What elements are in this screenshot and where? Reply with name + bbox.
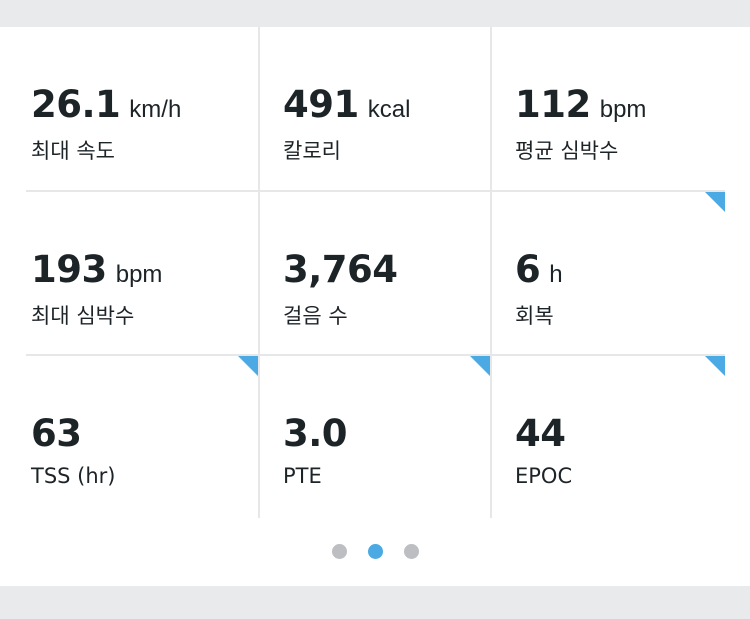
metric-unit: bpm [599,96,647,123]
metric-label: 평균 심박수 [515,139,619,163]
stats-card: 26.1 km/h 최대 속도 491 kcal 칼로리 112 bpm 평균 … [0,27,750,586]
metric-pte[interactable]: 3.0 PTE [260,356,490,518]
metric-unit: kcal [367,96,411,123]
grid-divider-vertical [258,27,260,518]
info-corner-icon [705,356,725,376]
metric-tss[interactable]: 63 TSS (hr) [0,356,258,518]
metric-calories[interactable]: 491 kcal 칼로리 [260,27,490,190]
metric-label: TSS (hr) [31,464,116,488]
grid-divider-horizontal [26,354,725,356]
info-corner-icon [238,356,258,376]
metric-value: 3.0 [283,412,348,455]
metric-avg-heart-rate[interactable]: 112 bpm 평균 심박수 [492,27,725,190]
metric-value: 6 [515,248,541,291]
page-dot-1[interactable] [332,544,347,559]
grid-divider-horizontal [26,190,725,192]
metric-max-speed[interactable]: 26.1 km/h 최대 속도 [0,27,258,190]
grid-divider-vertical [490,27,492,518]
metric-steps[interactable]: 3,764 걸음 수 [260,192,490,354]
metric-label: 회복 [515,304,554,328]
page-indicator [0,544,750,562]
metric-value: 112 [515,83,591,126]
metric-epoc[interactable]: 44 EPOC [492,356,725,518]
info-corner-icon [705,192,725,212]
metric-label: 최대 속도 [31,139,115,163]
info-corner-icon [470,356,490,376]
metric-max-heart-rate[interactable]: 193 bpm 최대 심박수 [0,192,258,354]
metric-recovery[interactable]: 6 h 회복 [492,192,725,354]
metric-value: 44 [515,412,566,455]
metric-label: 칼로리 [283,139,341,163]
metric-value: 193 [31,248,107,291]
metric-value: 3,764 [283,248,398,291]
metric-value: 491 [283,83,359,126]
metric-label: PTE [283,464,322,488]
metrics-grid: 26.1 km/h 최대 속도 491 kcal 칼로리 112 bpm 평균 … [0,27,750,518]
page-dot-2-active[interactable] [368,544,383,559]
metric-label: 최대 심박수 [31,304,135,328]
metric-label: 걸음 수 [283,304,348,328]
metric-label: EPOC [515,464,573,488]
page-dot-3[interactable] [404,544,419,559]
metric-unit: h [549,261,563,288]
metric-unit: km/h [129,96,182,123]
metric-value: 26.1 [31,83,121,126]
metric-value: 63 [31,412,82,455]
metric-unit: bpm [115,261,163,288]
